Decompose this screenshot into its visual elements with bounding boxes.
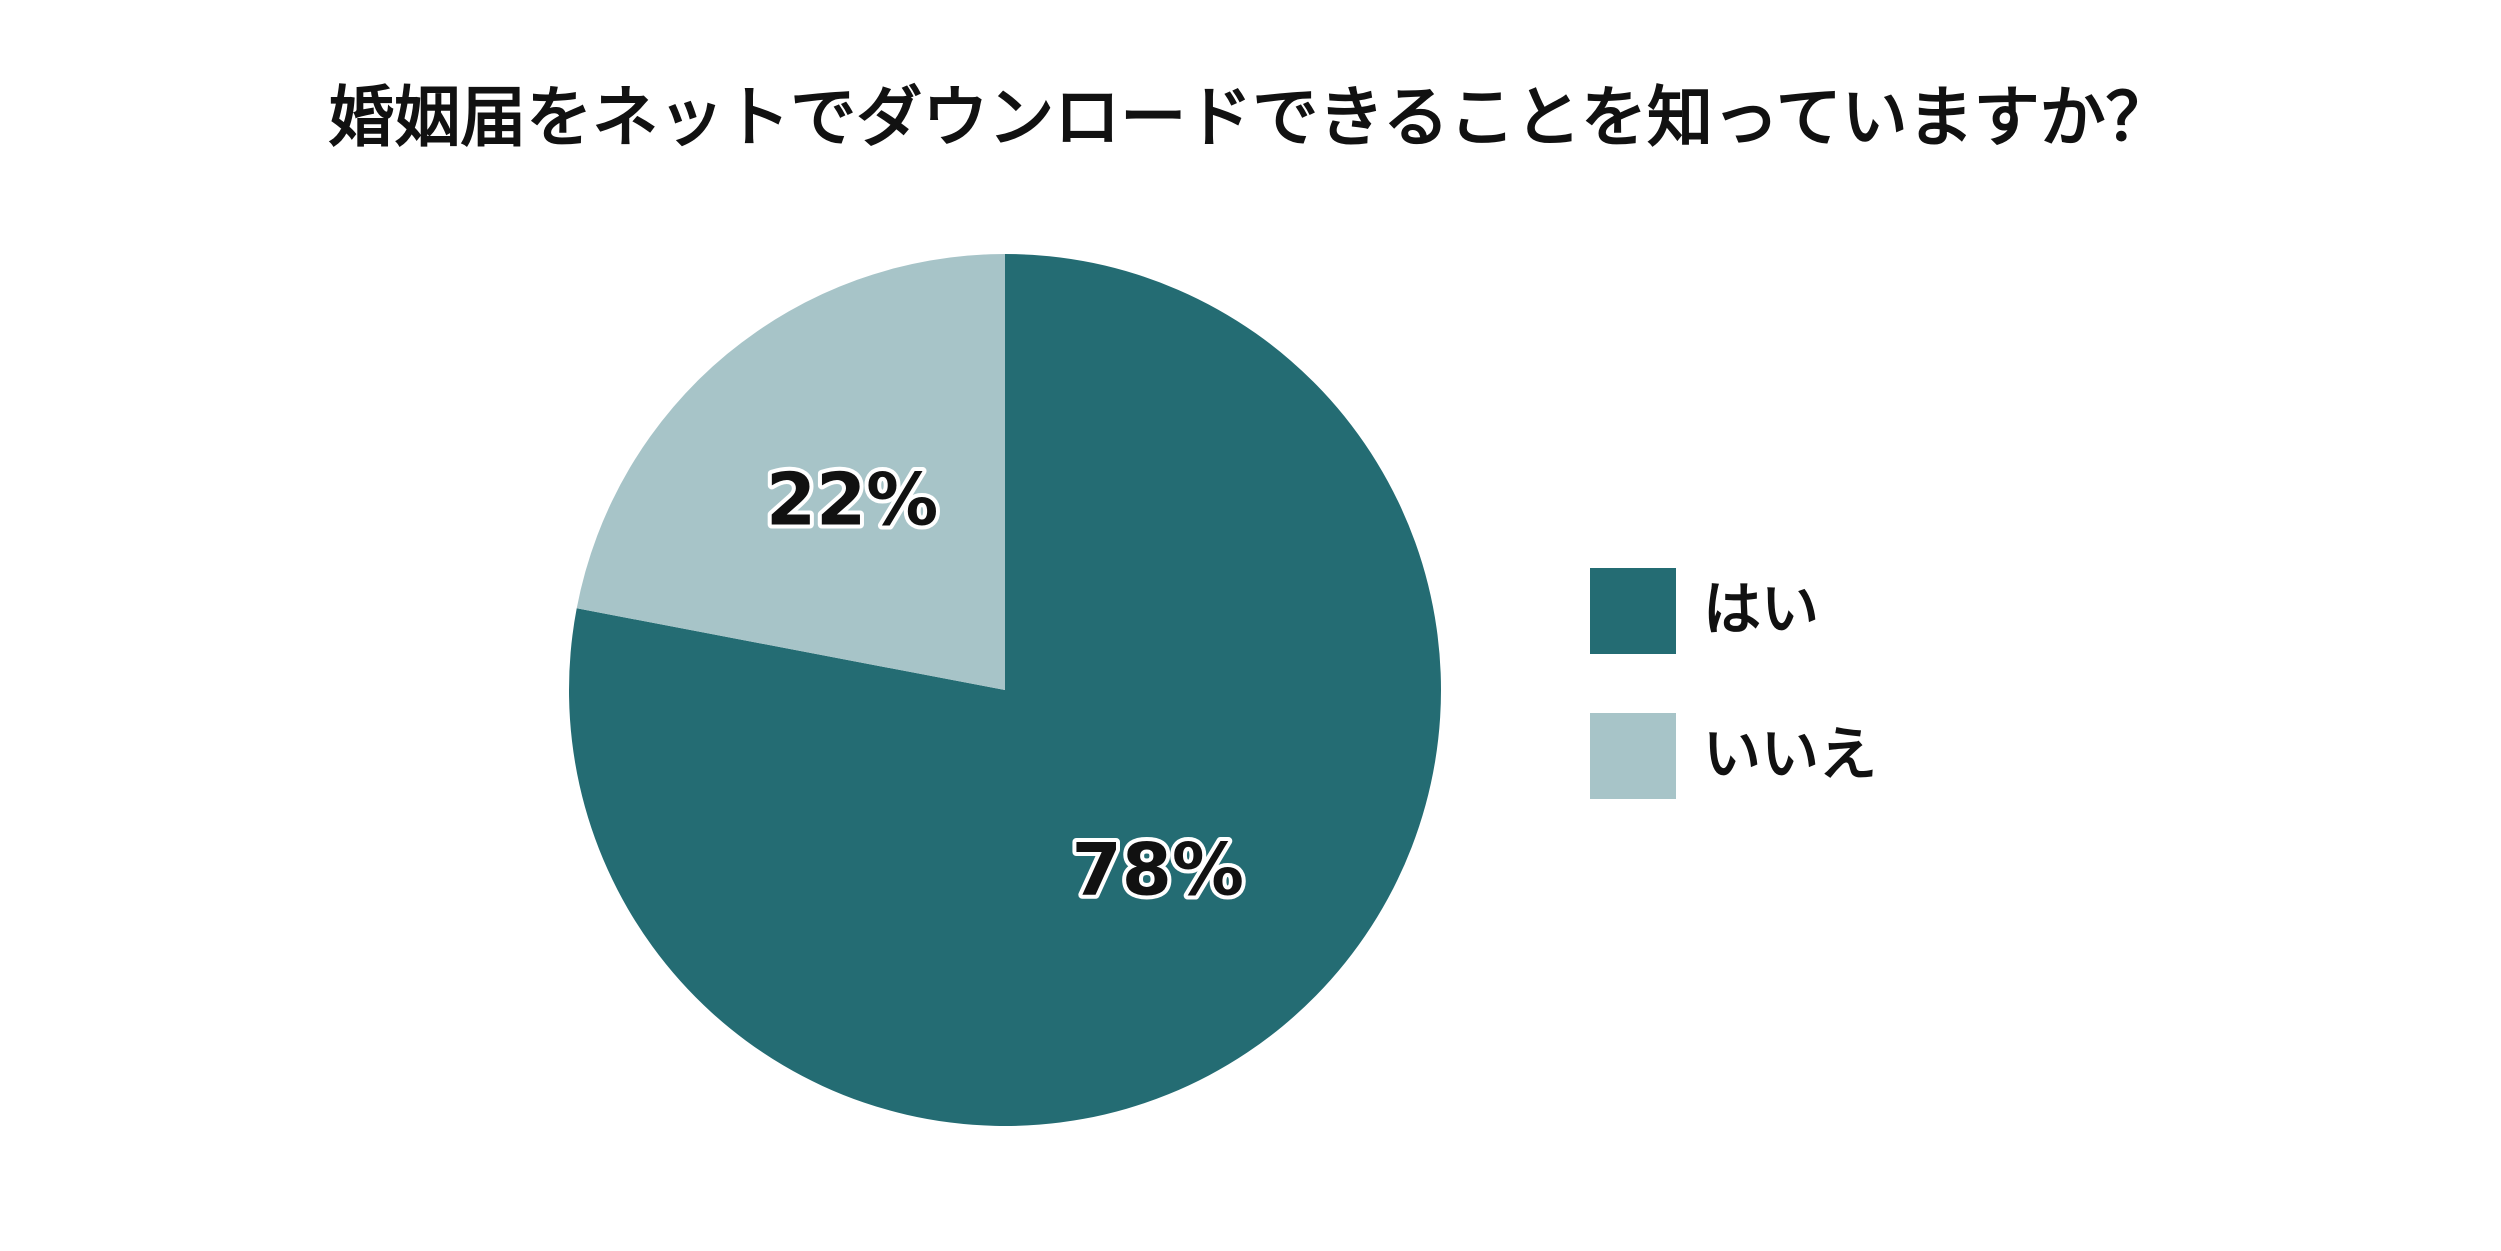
pie-slice: [569, 254, 1441, 1127]
chart-title: 婚姻届をネットでダウンロードできることを知っていますか？: [328, 79, 2171, 156]
legend-label: はい: [1703, 575, 1819, 643]
pie-slice: [576, 254, 1005, 690]
legend-swatch: [1590, 568, 1676, 654]
legend-swatch: [1590, 713, 1676, 799]
value-label: 22%: [766, 458, 938, 542]
value-label: 78%: [1072, 827, 1244, 911]
legend-label: いいえ: [1703, 720, 1877, 788]
